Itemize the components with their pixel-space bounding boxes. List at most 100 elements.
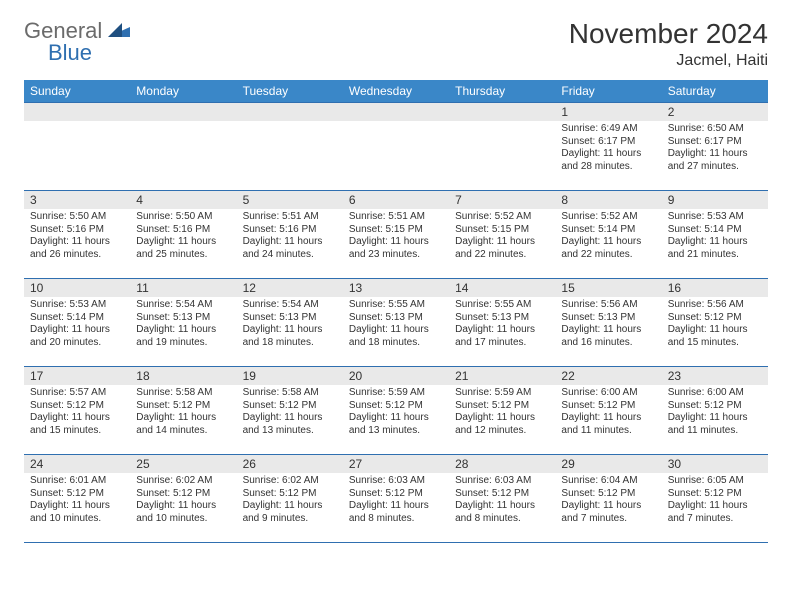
logo-mark-icon xyxy=(108,21,130,42)
sunset-text: Sunset: 6:17 PM xyxy=(561,136,655,149)
daylight-text: Daylight: 11 hours and 15 minutes. xyxy=(30,412,124,437)
day-cell: 18Sunrise: 5:58 AMSunset: 5:12 PMDayligh… xyxy=(130,367,236,455)
sunrise-text: Sunrise: 5:50 AM xyxy=(30,211,124,224)
day-number: 12 xyxy=(237,279,343,297)
week-row: 1Sunrise: 6:49 AMSunset: 6:17 PMDaylight… xyxy=(24,103,768,191)
day-number: 9 xyxy=(662,191,768,209)
day-number: 26 xyxy=(237,455,343,473)
sunset-text: Sunset: 5:13 PM xyxy=(136,312,230,325)
sunrise-text: Sunrise: 6:02 AM xyxy=(243,475,337,488)
sunrise-text: Sunrise: 6:05 AM xyxy=(668,475,762,488)
day-body xyxy=(343,121,449,127)
sunset-text: Sunset: 5:12 PM xyxy=(30,400,124,413)
day-cell: 25 Sunrise: 6:02 AMSunset: 5:12 PMDayligh… xyxy=(130,455,236,543)
daylight-text: Daylight: 11 hours and 21 minutes. xyxy=(668,236,762,261)
sunrise-text: Sunrise: 5:59 AM xyxy=(349,387,443,400)
day-number: 23 xyxy=(662,367,768,385)
daylight-text: Daylight: 11 hours and 19 minutes. xyxy=(136,324,230,349)
day-body: Sunrise: 6:03 AMSunset: 5:12 PMDaylight:… xyxy=(343,473,449,529)
sunset-text: Sunset: 5:14 PM xyxy=(668,224,762,237)
week-row: 24Sunrise: 6:01 AMSunset: 5:12 PMDayligh… xyxy=(24,455,768,543)
daylight-text: Daylight: 11 hours and 18 minutes. xyxy=(349,324,443,349)
day-cell: 22Sunrise: 6:00 AMSunset: 5:12 PMDayligh… xyxy=(555,367,661,455)
sunrise-text: Sunrise: 5:51 AM xyxy=(349,211,443,224)
day-cell: 27Sunrise: 6:03 AMSunset: 5:12 PMDayligh… xyxy=(343,455,449,543)
day-body: Sunrise: 5:53 AMSunset: 5:14 PMDaylight:… xyxy=(24,297,130,353)
day-number: 11 xyxy=(130,279,236,297)
day-cell xyxy=(130,103,236,191)
daylight-text: Daylight: 11 hours and 9 minutes. xyxy=(243,500,337,525)
day-body: Sunrise: 6:49 AMSunset: 6:17 PMDaylight:… xyxy=(555,121,661,177)
daylight-text: Daylight: 11 hours and 23 minutes. xyxy=(349,236,443,261)
day-body: Sunrise: 5:56 AMSunset: 5:12 PMDaylight:… xyxy=(662,297,768,353)
daylight-text: Daylight: 11 hours and 16 minutes. xyxy=(561,324,655,349)
sunset-text: Sunset: 5:13 PM xyxy=(561,312,655,325)
calendar-body: 1Sunrise: 6:49 AMSunset: 6:17 PMDaylight… xyxy=(24,103,768,543)
day-number: 22 xyxy=(555,367,661,385)
day-header: Tuesday xyxy=(237,80,343,103)
day-number xyxy=(237,103,343,121)
day-number: 28 xyxy=(449,455,555,473)
sunset-text: Sunset: 5:12 PM xyxy=(349,400,443,413)
sunrise-text: Sunrise: 6:03 AM xyxy=(455,475,549,488)
day-body: Sunrise: 5:51 AMSunset: 5:15 PMDaylight:… xyxy=(343,209,449,265)
sunset-text: Sunset: 5:15 PM xyxy=(349,224,443,237)
sunrise-text: Sunrise: 5:56 AM xyxy=(561,299,655,312)
day-body: Sunrise: 6:01 AMSunset: 5:12 PMDaylight:… xyxy=(24,473,130,529)
title-block: November 2024 Jacmel, Haiti xyxy=(569,18,768,70)
day-cell: 12Sunrise: 5:54 AMSunset: 5:13 PMDayligh… xyxy=(237,279,343,367)
sunrise-text: Sunrise: 5:54 AM xyxy=(136,299,230,312)
day-number xyxy=(343,103,449,121)
sunrise-text: Sunrise: 5:56 AM xyxy=(668,299,762,312)
day-body: Sunrise: 5:51 AMSunset: 5:16 PMDaylight:… xyxy=(237,209,343,265)
daylight-text: Daylight: 11 hours and 8 minutes. xyxy=(455,500,549,525)
daylight-text: Daylight: 11 hours and 7 minutes. xyxy=(561,500,655,525)
day-cell: 6Sunrise: 5:51 AMSunset: 5:15 PMDaylight… xyxy=(343,191,449,279)
sunrise-text: Sunrise: 5:58 AM xyxy=(243,387,337,400)
sunset-text: Sunset: 5:16 PM xyxy=(136,224,230,237)
daylight-text: Daylight: 11 hours and 24 minutes. xyxy=(243,236,337,261)
sunrise-text: Sunrise: 5:53 AM xyxy=(30,299,124,312)
sunrise-text: Sunrise: 5:52 AM xyxy=(455,211,549,224)
day-cell: 15Sunrise: 5:56 AMSunset: 5:13 PMDayligh… xyxy=(555,279,661,367)
location: Jacmel, Haiti xyxy=(569,52,768,70)
day-cell xyxy=(449,103,555,191)
daylight-text: Daylight: 11 hours and 22 minutes. xyxy=(561,236,655,261)
day-body: Sunrise: 5:56 AMSunset: 5:13 PMDaylight:… xyxy=(555,297,661,353)
daylight-text: Daylight: 11 hours and 15 minutes. xyxy=(668,324,762,349)
sunrise-text: Sunrise: 6:50 AM xyxy=(668,123,762,136)
sunset-text: Sunset: 6:17 PM xyxy=(668,136,762,149)
day-cell: 28 Sunrise: 6:03 AMSunset: 5:12 PMDayligh… xyxy=(449,455,555,543)
sunrise-text: Sunrise: 6:02 AM xyxy=(136,475,230,488)
day-cell: 16Sunrise: 5:56 AMSunset: 5:12 PMDayligh… xyxy=(662,279,768,367)
day-cell: 2Sunrise: 6:50 AMSunset: 6:17 PMDaylight… xyxy=(662,103,768,191)
sunset-text: Sunset: 5:12 PM xyxy=(136,400,230,413)
day-body xyxy=(449,121,555,127)
day-body: Sunrise: 5:58 AMSunset: 5:12 PMDaylight:… xyxy=(130,385,236,441)
day-number: 20 xyxy=(343,367,449,385)
day-cell: 19Sunrise: 5:58 AMSunset: 5:12 PMDayligh… xyxy=(237,367,343,455)
day-cell xyxy=(343,103,449,191)
sunrise-text: Sunrise: 6:01 AM xyxy=(30,475,124,488)
sunset-text: Sunset: 5:12 PM xyxy=(136,488,230,501)
daylight-text: Daylight: 11 hours and 10 minutes. xyxy=(136,500,230,525)
sunset-text: Sunset: 5:12 PM xyxy=(455,488,549,501)
sunset-text: Sunset: 5:12 PM xyxy=(243,488,337,501)
month-title: November 2024 xyxy=(569,18,768,50)
daylight-text: Daylight: 11 hours and 27 minutes. xyxy=(668,148,762,173)
day-body: Sunrise: 6:02 AMSunset: 5:12 PMDaylight:… xyxy=(237,473,343,529)
sunset-text: Sunset: 5:16 PM xyxy=(243,224,337,237)
logo-text-blue: Blue xyxy=(48,40,92,66)
calendar-head: SundayMondayTuesdayWednesdayThursdayFrid… xyxy=(24,80,768,103)
day-header: Friday xyxy=(555,80,661,103)
day-cell xyxy=(237,103,343,191)
daylight-text: Daylight: 11 hours and 17 minutes. xyxy=(455,324,549,349)
day-cell: 26Sunrise: 6:02 AMSunset: 5:12 PMDayligh… xyxy=(237,455,343,543)
day-cell: 21Sunrise: 5:59 AMSunset: 5:12 PMDayligh… xyxy=(449,367,555,455)
day-cell: 8Sunrise: 5:52 AMSunset: 5:14 PMDaylight… xyxy=(555,191,661,279)
day-body xyxy=(130,121,236,127)
sunset-text: Sunset: 5:14 PM xyxy=(30,312,124,325)
day-number: 25 xyxy=(130,455,236,473)
day-cell: 24Sunrise: 6:01 AMSunset: 5:12 PMDayligh… xyxy=(24,455,130,543)
day-body: Sunrise: 5:50 AMSunset: 5:16 PMDaylight:… xyxy=(130,209,236,265)
